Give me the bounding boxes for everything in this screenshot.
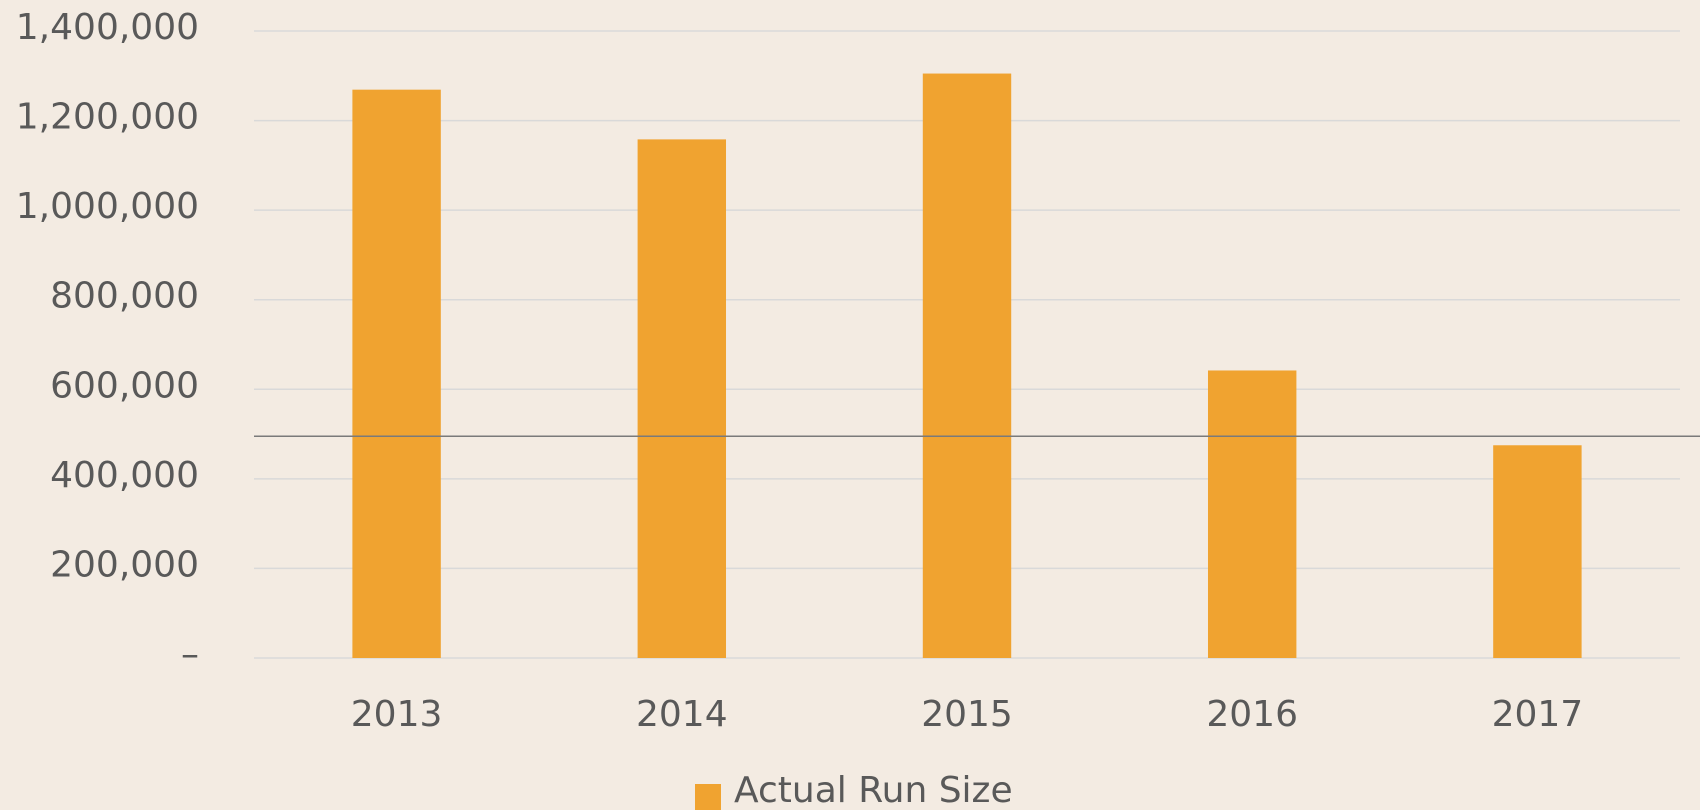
bar [1493, 445, 1582, 658]
x-tick-label: 2014 [636, 694, 728, 735]
y-tick-label: 1,400,000 [16, 7, 199, 48]
x-tick-label: 2017 [1492, 694, 1584, 735]
y-tick-label: 800,000 [50, 276, 199, 317]
x-tick-label: 2013 [351, 694, 443, 735]
y-tick-label: 400,000 [50, 455, 199, 496]
y-tick-label: 600,000 [50, 365, 199, 406]
y-tick-label: 200,000 [50, 544, 199, 585]
bar [1207, 370, 1297, 658]
bar [352, 89, 441, 658]
y-tick-label: 1,000,000 [16, 186, 199, 227]
bar [922, 73, 1012, 658]
y-tick-label: 1,200,000 [16, 97, 199, 138]
x-tick-label: 2015 [921, 694, 1013, 735]
y-tick-label: – [181, 634, 199, 675]
x-tick-label: 2016 [1206, 694, 1298, 735]
bar [637, 139, 727, 659]
legend-label: Actual Run Size [734, 770, 1013, 810]
legend-swatch [695, 784, 721, 810]
